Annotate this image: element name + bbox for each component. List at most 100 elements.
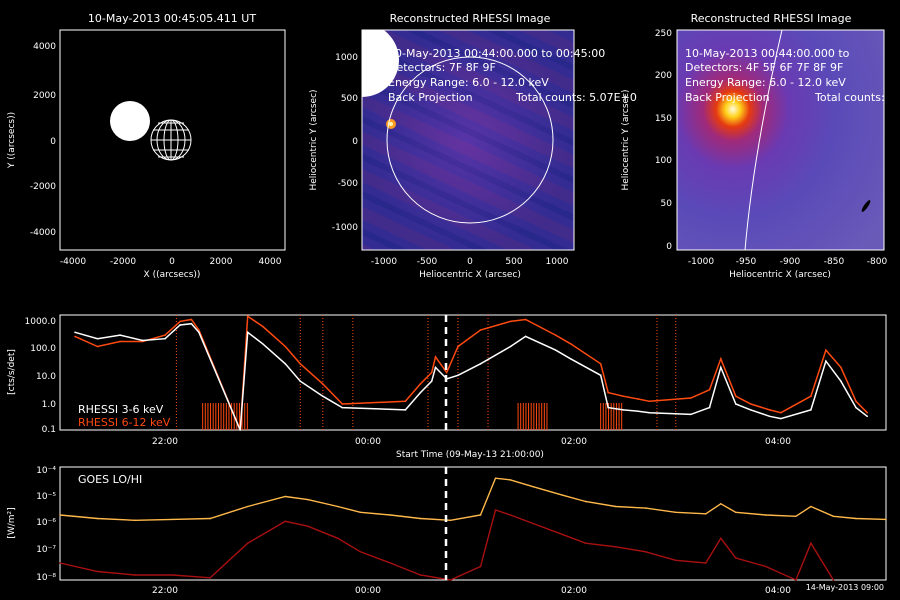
goes-point	[389, 514, 392, 516]
rhessi-point	[261, 325, 264, 328]
goes-point	[449, 579, 452, 581]
svg-text:1.0: 1.0	[42, 400, 57, 410]
svg-text:-4000: -4000	[60, 257, 86, 267]
goes-point	[704, 562, 707, 564]
rhessi-series-group	[74, 314, 869, 431]
rhessi-point	[855, 406, 857, 409]
goes-point	[246, 505, 249, 508]
goes-point	[832, 579, 835, 581]
goes-plot-frame	[59, 466, 887, 581]
svg-text:10-May-2013 00:44:00.000 to 00: 10-May-2013 00:44:00.000 to 00:45:00	[388, 47, 605, 60]
rhessi-point	[96, 337, 99, 340]
rhessi-point	[648, 400, 651, 403]
svg-text:500: 500	[505, 257, 522, 267]
rhessi-point	[840, 366, 842, 369]
rhessi-series-1	[74, 314, 868, 431]
panel2-title: Reconstructed RHESSI Image	[390, 12, 551, 25]
goes-point	[644, 550, 647, 553]
goes-point	[532, 522, 534, 525]
rhessi-point	[509, 320, 512, 323]
rhessi-point	[119, 340, 121, 343]
goes-point	[674, 559, 677, 562]
rhessi-point	[341, 406, 344, 409]
goes-point	[59, 514, 61, 516]
rhessi-point	[198, 329, 200, 331]
rhessi-point	[780, 417, 782, 420]
goes-point	[810, 505, 812, 508]
rhessi-point	[768, 415, 771, 418]
rhessi-point	[404, 400, 407, 403]
panel3-y-ticks: 250 200 150 100 50 0	[655, 29, 672, 252]
goes-point	[494, 477, 497, 480]
goes-point	[494, 509, 497, 511]
panel2-xlabel: Heliocentric X (arcsec)	[419, 270, 521, 280]
svg-text:10⁻⁴: 10⁻⁴	[36, 466, 56, 476]
svg-text:-2000: -2000	[110, 257, 136, 267]
rhessi-point	[141, 339, 144, 342]
goes-point	[337, 537, 339, 540]
svg-text:-2000: -2000	[30, 182, 56, 192]
flare-emission-map	[677, 30, 884, 250]
rhessi-point	[119, 334, 121, 336]
goes-point	[885, 518, 887, 521]
svg-text:0: 0	[666, 242, 672, 252]
rhessi-point	[284, 363, 287, 365]
rhessi-point	[750, 409, 752, 411]
rhessi-point	[479, 363, 482, 365]
panel2-x-ticks: -1000 -500 0 500 1000	[371, 257, 569, 267]
svg-text:150: 150	[655, 114, 672, 124]
goes-point	[810, 542, 812, 545]
rhessi-point	[74, 335, 76, 338]
svg-text:-850: -850	[824, 257, 845, 267]
rhessi-point	[524, 318, 527, 321]
goes-point	[704, 513, 707, 515]
zoom-region-circle	[110, 101, 150, 141]
rhessi-point	[720, 366, 722, 369]
goes-point	[720, 537, 722, 540]
legend-3-6kev: RHESSI 3-6 keV	[78, 403, 164, 416]
rhessi-point	[569, 357, 572, 360]
svg-text:-500: -500	[338, 179, 359, 189]
svg-text:-1000: -1000	[688, 257, 714, 267]
rhessi-point	[735, 395, 737, 397]
rhessi-plot-frame	[59, 314, 887, 431]
rhessi-image-panel-zoom: Reconstructed RHESSI Image 10-May-2013 0…	[621, 12, 887, 280]
rhessi-point	[607, 391, 609, 394]
rhessi-point	[689, 413, 692, 416]
rhessi-point	[810, 395, 812, 397]
svg-text:10⁻⁵: 10⁻⁵	[36, 492, 56, 502]
goes-point	[855, 517, 857, 520]
rhessi-point	[599, 363, 602, 365]
panel2-frame	[361, 29, 575, 251]
svg-text:10-May-2013 00:44:00.000 to: 10-May-2013 00:44:00.000 to	[685, 47, 850, 60]
goes-point	[562, 494, 564, 497]
rhessi-point	[524, 335, 527, 338]
goes-point	[419, 517, 422, 520]
svg-text:-1000: -1000	[371, 257, 397, 267]
rhessi-point	[569, 342, 572, 345]
goes-point	[562, 533, 564, 536]
svg-text:-950: -950	[736, 257, 757, 267]
goes-point	[795, 579, 797, 581]
goes-x-ticks: 22:00 00:00 02:00 04:00	[152, 586, 791, 596]
rhessi-point	[445, 371, 448, 374]
rhessi-point	[866, 411, 869, 414]
svg-text:Back Projection: Back Projection	[685, 91, 770, 104]
rhessi-point	[708, 389, 711, 391]
rhessi-point	[284, 345, 287, 348]
rhessi-point	[404, 409, 407, 411]
panel1-y-ticks: 4000 2000 0 -2000 -4000	[30, 42, 56, 238]
svg-text:100: 100	[655, 156, 672, 166]
svg-text:200: 200	[655, 71, 672, 81]
svg-text:Detectors: 7F 8F 9F: Detectors: 7F 8F 9F	[388, 61, 496, 74]
goes-point	[735, 557, 737, 559]
legend-6-12kev: RHESSI 6-12 keV	[78, 416, 171, 429]
panel1-frame	[59, 29, 286, 251]
solar-grid-globe	[150, 119, 192, 161]
goes-point	[96, 517, 99, 520]
goes-point	[284, 520, 287, 523]
rhessi-point	[720, 357, 722, 360]
rhessi-point	[735, 403, 737, 405]
goes-ylabel: [W/m²]	[7, 507, 17, 538]
panel1-ylabel: Y ((arcsecs))	[7, 112, 17, 169]
